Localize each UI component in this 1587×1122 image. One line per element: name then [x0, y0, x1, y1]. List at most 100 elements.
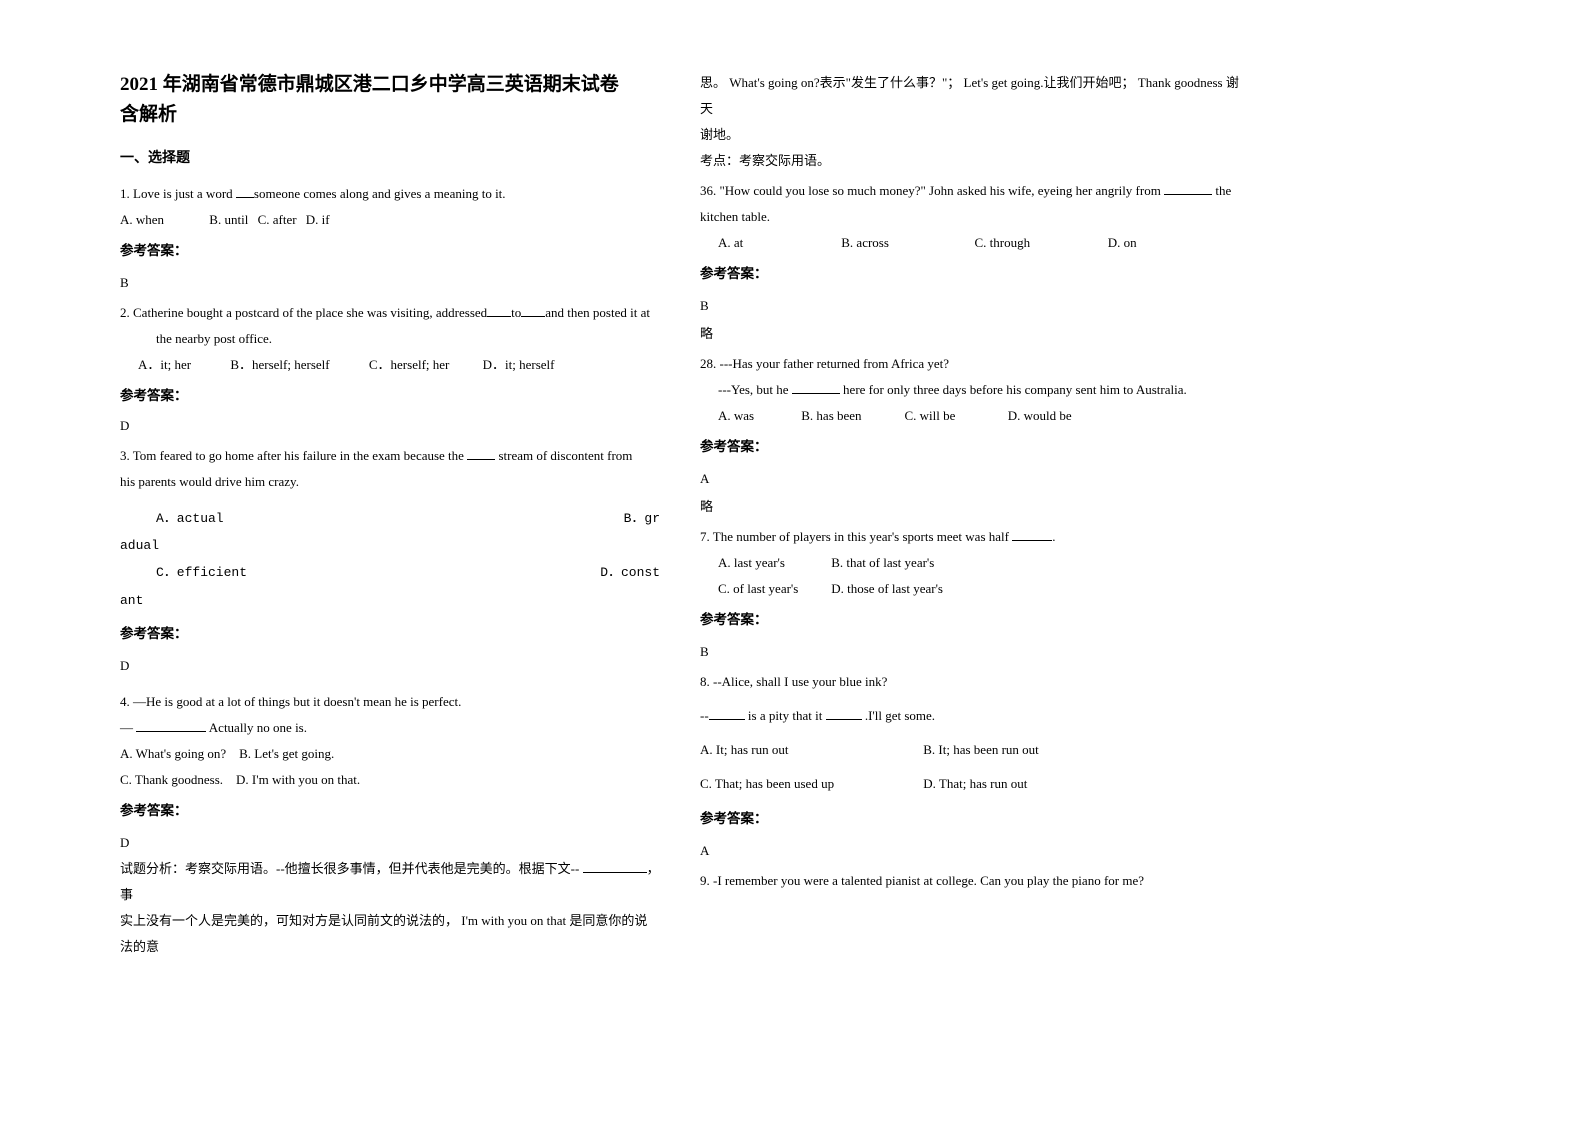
q28-stem-line2: ---Yes, but he here for only three days … — [700, 377, 1240, 403]
q7-answer-label: 参考答案： — [700, 606, 1240, 633]
q8-optC: C. That; has been used up — [700, 771, 920, 797]
q4-expl-1: 试题分析：考察交际用语。--他擅长很多事情，但并代表他是完美的。根据下文-- ，… — [120, 856, 660, 908]
q7-answer: B — [700, 639, 1240, 665]
title-line-1: 2021 年湖南省常德市鼎城区港二口乡中学高三英语期末试卷 — [120, 70, 660, 100]
q4-expl-2: 实上没有一个人是完美的，可知对方是认同前文的说法的， I'm with you … — [120, 908, 660, 960]
question-7: 7. The number of players in this year's … — [700, 524, 1240, 665]
q8-options-row2: C. That; has been used up D. That; has r… — [700, 771, 1240, 797]
q8-optB: B. It; has been run out — [923, 742, 1039, 757]
q8-answer-label: 参考答案： — [700, 805, 1240, 832]
blank — [792, 382, 840, 394]
question-4: 4. —He is good at a lot of things but it… — [120, 689, 660, 960]
q36-optB: B. across — [841, 230, 971, 256]
q36-answer: B — [700, 293, 1240, 319]
q3-optB-cont: adual — [120, 532, 660, 559]
q4-stem-line2: — Actually no one is. — [120, 715, 660, 741]
q28-stem-line1: 28. ---Has your father returned from Afr… — [700, 351, 1240, 377]
q28-answer: A — [700, 466, 1240, 492]
blank — [487, 305, 511, 317]
q28-optD: D. would be — [1008, 408, 1072, 423]
q28-options: A. was B. has been C. will be D. would b… — [700, 403, 1240, 429]
q3-stem-line2: his parents would drive him crazy. — [120, 469, 660, 495]
blank — [467, 448, 495, 460]
q4-optC: C. Thank goodness. — [120, 772, 223, 787]
q3-stem: 3. Tom feared to go home after his failu… — [120, 443, 660, 469]
q1-optD: D. if — [306, 212, 330, 227]
q3-optB: B．gr — [624, 505, 660, 532]
q4-answer-label: 参考答案： — [120, 797, 660, 824]
blank — [1164, 183, 1212, 195]
q2-stem-line2: the nearby post office. — [120, 326, 660, 352]
q2-optA: A．it; her — [138, 357, 191, 372]
q4-expl-3: 思。 What's going on?表示"发生了什么事？"； Let's ge… — [700, 70, 1240, 122]
q3-optD: D．const — [600, 559, 660, 586]
blank — [583, 861, 647, 873]
q8-options-row1: A. It; has run out B. It; has been run o… — [700, 737, 1240, 763]
q2-answer: D — [120, 413, 660, 439]
paper-title: 2021 年湖南省常德市鼎城区港二口乡中学高三英语期末试卷 含解析 — [120, 70, 660, 131]
q36-options: A. at B. across C. through D. on — [700, 230, 1240, 256]
blank — [136, 720, 206, 732]
blank — [826, 708, 862, 720]
question-36: 36. "How could you lose so much money?" … — [700, 178, 1240, 347]
q36-optC: C. through — [975, 230, 1105, 256]
q2-options: A．it; her B．herself; herself C．herself; … — [120, 352, 660, 378]
left-column: 2021 年湖南省常德市鼎城区港二口乡中学高三英语期末试卷 含解析 一、选择题 … — [120, 70, 660, 960]
q28-optC: C. will be — [905, 403, 1005, 429]
q2-stem: 2. Catherine bought a postcard of the pl… — [120, 300, 660, 326]
q7-optA: A. last year's — [718, 550, 828, 576]
q2-answer-label: 参考答案： — [120, 382, 660, 409]
q3-options: A．actual B．gr adual C．efficient D．const … — [120, 505, 660, 614]
q4-optD: D. I'm with you on that. — [236, 772, 360, 787]
q3-optD-cont: ant — [120, 587, 660, 614]
question-2: 2. Catherine bought a postcard of the pl… — [120, 300, 660, 439]
q8-answer: A — [700, 838, 1240, 864]
q4-options-row1: A. What's going on? B. Let's get going. — [120, 741, 660, 767]
q7-options-row1: A. last year's B. that of last year's — [700, 550, 1240, 576]
right-column: 思。 What's going on?表示"发生了什么事？"； Let's ge… — [700, 70, 1240, 894]
q8-optD: D. That; has run out — [923, 776, 1027, 791]
q36-brief: 略 — [700, 321, 1240, 347]
q1-answer-label: 参考答案： — [120, 237, 660, 264]
blank — [236, 186, 254, 198]
q36-answer-label: 参考答案： — [700, 260, 1240, 287]
q28-optA: A. was — [718, 403, 798, 429]
question-8: 8. --Alice, shall I use your blue ink? -… — [700, 669, 1240, 864]
q8-stem-line1: 8. --Alice, shall I use your blue ink? — [700, 669, 1240, 695]
q36-optA: A. at — [718, 230, 838, 256]
q2-optB: B．herself; herself — [230, 357, 329, 372]
q3-answer-label: 参考答案： — [120, 620, 660, 647]
section-1-heading: 一、选择题 — [120, 145, 660, 173]
q4-answer: D — [120, 830, 660, 856]
blank — [1012, 529, 1052, 541]
q4-options-row2: C. Thank goodness. D. I'm with you on th… — [120, 767, 660, 793]
q4-optA: A. What's going on? — [120, 746, 226, 761]
q3-optA: A．actual — [156, 505, 624, 532]
q4-optB: B. Let's get going. — [239, 746, 334, 761]
q4-stem-line1: 4. —He is good at a lot of things but it… — [120, 689, 660, 715]
q8-stem-line2: -- is a pity that it .I'll get some. — [700, 703, 1240, 729]
q4-expl-5: 考点：考察交际用语。 — [700, 148, 1240, 174]
q1-optB: B. until — [209, 212, 248, 227]
blank — [709, 708, 745, 720]
q1-stem: 1. Love is just a word someone comes alo… — [120, 181, 660, 207]
q1-optA: A. when — [120, 212, 164, 227]
q1-options: A. when B. until C. after D. if — [120, 207, 660, 233]
q7-stem: 7. The number of players in this year's … — [700, 524, 1240, 550]
question-3: 3. Tom feared to go home after his failu… — [120, 443, 660, 679]
q7-optB: B. that of last year's — [831, 555, 934, 570]
q36-optD: D. on — [1108, 235, 1137, 250]
q28-optB: B. has been — [801, 403, 901, 429]
q3-optC: C．efficient — [156, 559, 600, 586]
question-9: 9. -I remember you were a talented piani… — [700, 868, 1240, 894]
q36-stem-line2: kitchen table. — [700, 204, 1240, 230]
question-1: 1. Love is just a word someone comes alo… — [120, 181, 660, 296]
q4-expl-4: 谢地。 — [700, 122, 1240, 148]
q28-brief: 略 — [700, 494, 1240, 520]
q7-optD: D. those of last year's — [831, 581, 943, 596]
q28-answer-label: 参考答案： — [700, 433, 1240, 460]
q1-answer: B — [120, 270, 660, 296]
q36-stem: 36. "How could you lose so much money?" … — [700, 178, 1240, 204]
q7-options-row2: C. of last year's D. those of last year'… — [700, 576, 1240, 602]
q3-answer: D — [120, 653, 660, 679]
